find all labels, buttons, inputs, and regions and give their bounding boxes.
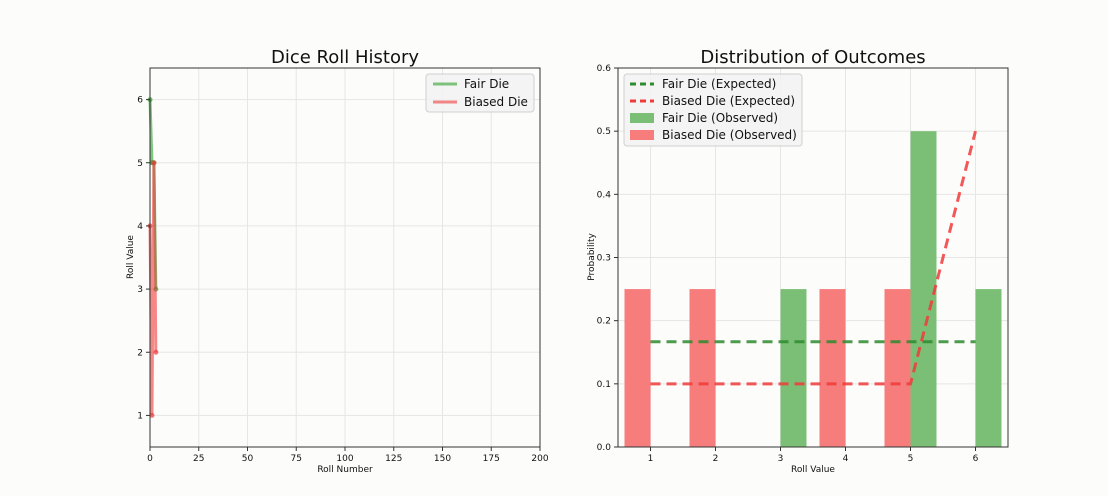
legend-swatch-biased-observed	[630, 130, 654, 140]
y-tick-label: 2	[137, 348, 143, 358]
bar-biased-die-observed	[624, 289, 651, 447]
legend-box	[623, 73, 803, 147]
axis-ticks: 0 25 50 75 100 125 150 175 200 1 2 3 4 5 6	[137, 96, 549, 464]
x-tick-label: 75	[291, 454, 302, 464]
y-tick-label: 0.2	[597, 317, 611, 327]
x-tick-label: 50	[242, 454, 254, 464]
legend-label-fair-observed: Fair Die (Observed)	[662, 111, 778, 125]
x-axis-label: Roll Value	[791, 465, 835, 475]
x-axis-label: Roll Number	[317, 465, 373, 475]
bar-biased-die-observed	[689, 289, 716, 447]
bar-biased-die-observed	[884, 289, 911, 447]
y-tick-label: 0.4	[597, 190, 612, 200]
bar-fair-die-observed	[780, 289, 807, 447]
line-biased-die-expected	[650, 130, 977, 386]
legend-label-biased-observed: Biased Die (Observed)	[662, 128, 797, 142]
y-tick-label: 0.3	[597, 254, 611, 264]
x-tick-label: 25	[193, 454, 204, 464]
x-tick-label: 100	[336, 454, 353, 464]
x-tick-label: 1	[648, 454, 654, 464]
legend-label-fair-expected: Fair Die (Expected)	[662, 77, 776, 91]
x-tick-label: 2	[713, 454, 719, 464]
x-tick-label: 4	[843, 454, 849, 464]
y-axis-label: Roll Value	[126, 235, 136, 279]
y-tick-label: 0.0	[597, 443, 612, 453]
legend: Fair Die Biased Die	[425, 73, 535, 113]
y-tick-label: 1	[137, 411, 143, 421]
y-tick-label: 0.1	[597, 380, 611, 390]
expected-lines	[650, 130, 977, 386]
x-tick-label: 125	[385, 454, 402, 464]
bar-fair-die-observed	[910, 131, 937, 447]
series-lines	[147, 97, 159, 418]
x-tick-label: 175	[483, 454, 500, 464]
x-tick-label: 150	[434, 454, 451, 464]
data-point-biased-die	[151, 160, 157, 166]
series-line-biased-die	[148, 162, 158, 416]
y-tick-label: 4	[137, 222, 143, 232]
data-point-biased-die	[149, 412, 155, 418]
roll-history-chart: 0 25 50 75 100 125 150 175 200 1 2 3 4 5 6 Dice Roll H…	[126, 47, 549, 475]
y-tick-label: 0.6	[597, 64, 612, 74]
y-tick-label: 0.5	[597, 127, 611, 137]
legend-label-fair: Fair Die	[464, 77, 509, 91]
x-tick-label: 0	[147, 454, 153, 464]
y-axis-label: Probability	[587, 233, 597, 281]
legend: Fair Die (Expected) Biased Die (Expected…	[623, 73, 803, 147]
chart-title: Distribution of Outcomes	[700, 47, 925, 68]
bar-fair-die-observed	[975, 289, 1002, 447]
x-tick-label: 200	[531, 454, 548, 464]
x-tick-label: 3	[778, 454, 784, 464]
legend-label-biased: Biased Die	[464, 95, 528, 109]
bars	[624, 131, 1002, 447]
chart-title: Dice Roll History	[271, 47, 419, 68]
y-tick-label: 6	[137, 96, 143, 106]
legend-label-biased-expected: Biased Die (Expected)	[662, 94, 795, 108]
y-tick-label: 5	[137, 159, 143, 169]
grid	[149, 68, 541, 447]
x-tick-label: 5	[908, 454, 914, 464]
y-tick-label: 3	[137, 285, 143, 295]
data-point-biased-die	[153, 349, 159, 355]
legend-swatch-fair-observed	[630, 113, 654, 123]
axis-ticks: 1 2 3 4 5 6 0.0 0.1 0.2 0.3 0.4 0.5 0.6	[597, 64, 979, 464]
x-tick-label: 6	[973, 454, 979, 464]
bar-biased-die-observed	[819, 289, 846, 447]
distribution-chart: 1 2 3 4 5 6 0.0 0.1 0.2 0.3 0.4 0.5 0.6 Distribution…	[587, 47, 1009, 475]
